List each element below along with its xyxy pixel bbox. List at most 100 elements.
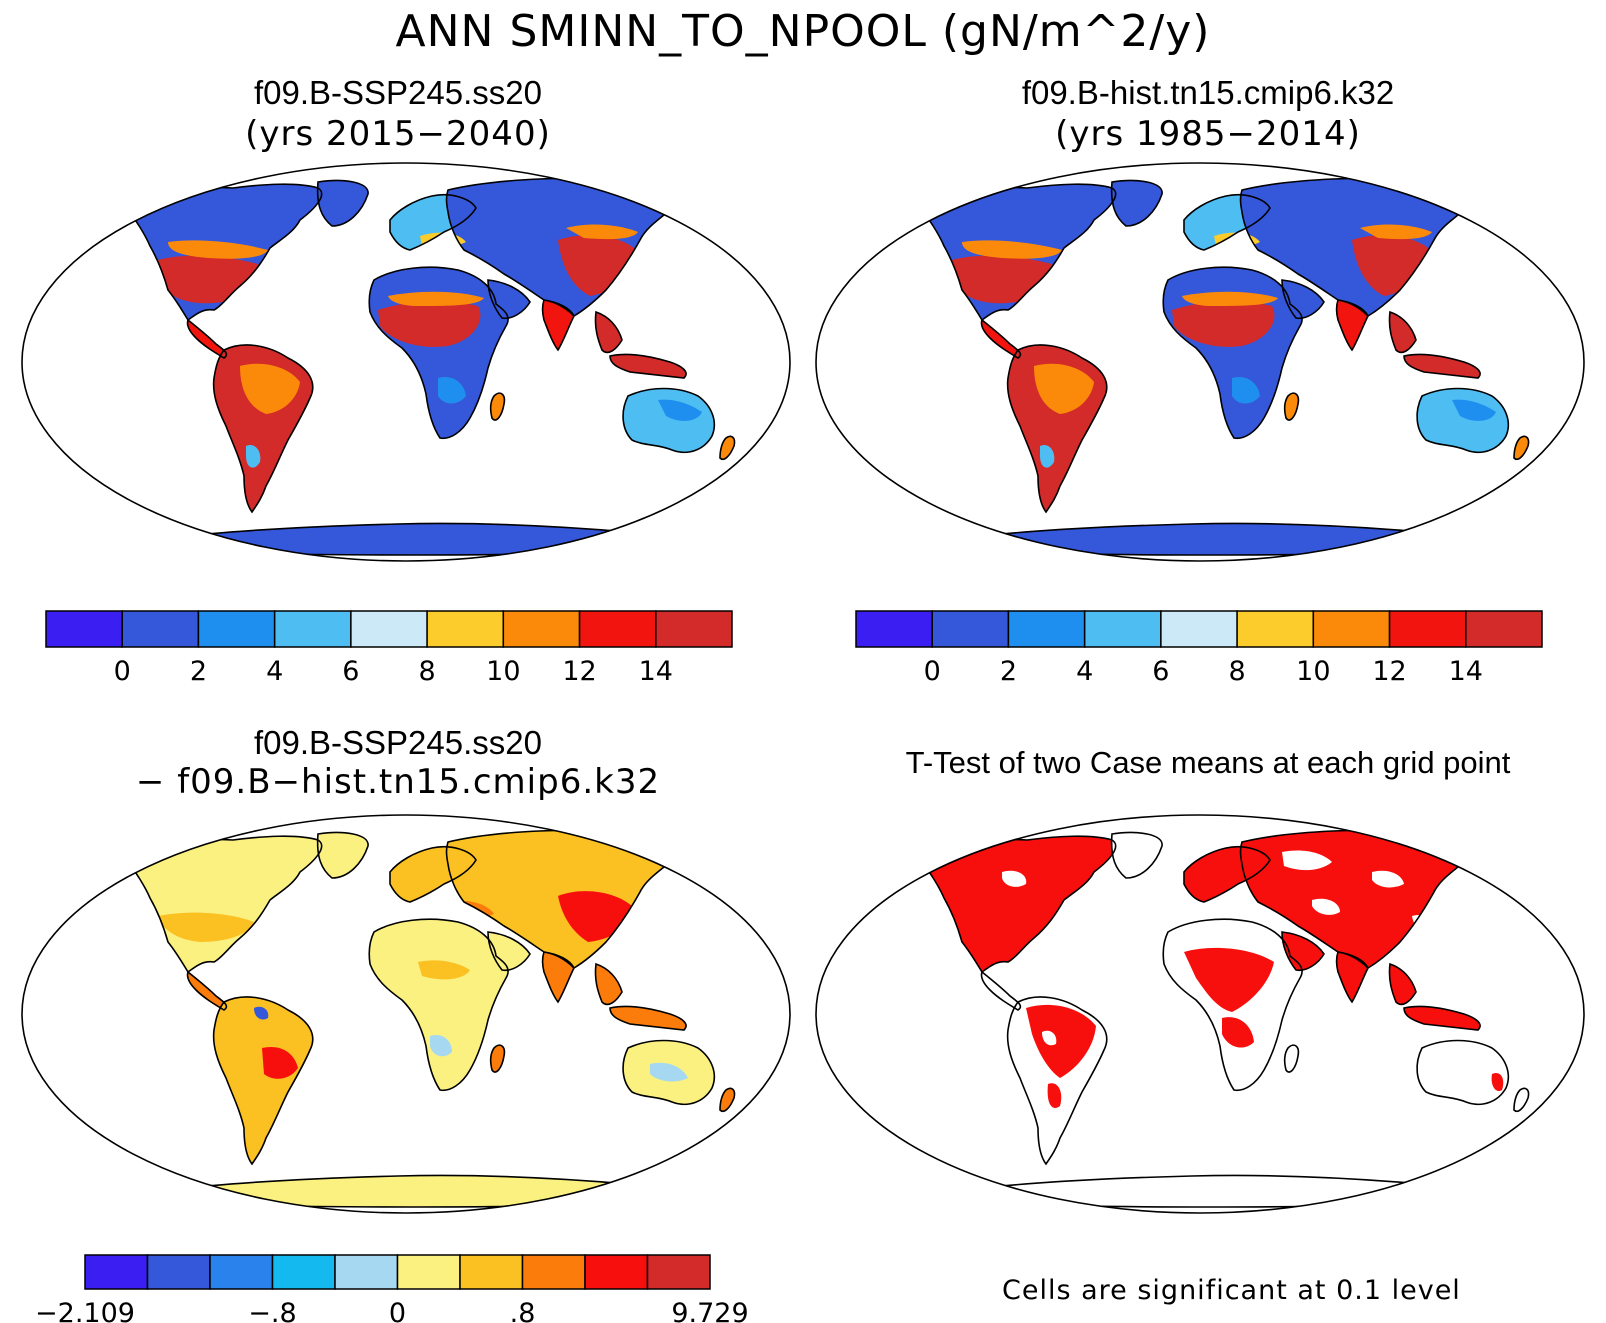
value-region bbox=[1047, 1083, 1062, 1108]
coastline bbox=[980, 970, 1022, 1011]
coastline bbox=[1183, 845, 1271, 903]
coastline bbox=[487, 279, 531, 320]
coastline bbox=[1403, 1005, 1481, 1031]
panel-case-title: f09.B-SSP245.ss20 bbox=[253, 74, 542, 111]
coastline bbox=[622, 387, 716, 454]
value-region bbox=[1040, 444, 1055, 468]
landmass-camerica bbox=[981, 972, 1021, 1010]
map-hist bbox=[815, 162, 1585, 562]
colorbar-swatch bbox=[1312, 610, 1391, 648]
colorbar-tick-label: 4 bbox=[1076, 656, 1093, 687]
colorbar-tick-label: 0 bbox=[924, 656, 941, 687]
colorbar-swatch bbox=[855, 610, 933, 648]
colorbar-tick-label: 2 bbox=[190, 656, 207, 687]
value-region bbox=[1184, 947, 1274, 1012]
colorbar-swatch bbox=[646, 1254, 711, 1290]
coastline bbox=[487, 931, 531, 972]
colorbar-swatch bbox=[121, 610, 200, 648]
map-ssp245 bbox=[21, 162, 791, 562]
value-region bbox=[1042, 1030, 1057, 1046]
coastline bbox=[1281, 931, 1325, 972]
value-region bbox=[658, 399, 702, 421]
landmass-arabia bbox=[1282, 932, 1324, 971]
landmass-camerica bbox=[981, 320, 1021, 358]
landmass-antarctica bbox=[961, 523, 1427, 555]
colorbar-difference: −2.109 −.8 0 .8 9.729 bbox=[35, 1254, 749, 1323]
colorbar-absolute-2: 0 2 4 6 8 10 12 14 bbox=[855, 610, 1543, 687]
landmass-australia bbox=[1417, 1040, 1509, 1105]
colorbar-swatch bbox=[1160, 610, 1238, 648]
coastline bbox=[609, 353, 687, 379]
coastline bbox=[316, 179, 369, 227]
value-region bbox=[254, 1006, 269, 1020]
colorbar-tick-label: 9.729 bbox=[671, 1298, 748, 1323]
landmass-arabia bbox=[488, 280, 530, 319]
coastline bbox=[1335, 299, 1369, 352]
value-region bbox=[1282, 850, 1332, 871]
landmass-india bbox=[542, 952, 574, 1002]
panel-case-title: f09.B-SSP245.ss20 bbox=[253, 724, 542, 761]
value-region bbox=[1491, 1072, 1504, 1092]
coastline bbox=[1006, 996, 1108, 1166]
colorbar-swatch bbox=[655, 610, 733, 648]
value-region bbox=[982, 950, 995, 964]
colorbar-tick-label: 6 bbox=[1152, 656, 1169, 687]
landmass-antarctica bbox=[167, 1175, 633, 1207]
landmass-seasia bbox=[595, 964, 622, 1005]
coastline bbox=[1006, 344, 1108, 514]
value-region bbox=[1360, 224, 1432, 240]
map-border bbox=[21, 814, 791, 1214]
value-region bbox=[262, 1046, 298, 1079]
colorbar-tick-label: 14 bbox=[639, 656, 673, 687]
landmass-antarctica bbox=[961, 1175, 1427, 1207]
map-border bbox=[815, 162, 1585, 562]
coastline bbox=[186, 970, 228, 1011]
colorbar-tick-label: 8 bbox=[1229, 656, 1246, 687]
coastline bbox=[719, 1087, 736, 1113]
colorbar-tick-label: 4 bbox=[266, 656, 283, 687]
landmass-india bbox=[542, 300, 574, 350]
coastline bbox=[121, 183, 323, 322]
panel-case-title: f09.B-hist.tn15.cmip6.k32 bbox=[1021, 74, 1395, 111]
value-region bbox=[1312, 898, 1340, 915]
landmass-arabia bbox=[488, 932, 530, 971]
colorbar-swatch bbox=[209, 1254, 274, 1290]
coastline bbox=[1335, 951, 1369, 1004]
colorbar-absolute-1: 0 2 4 6 8 10 12 14 bbox=[45, 610, 733, 687]
coastline bbox=[389, 193, 477, 251]
coastline bbox=[1513, 435, 1530, 461]
colorbar-swatch bbox=[1388, 610, 1467, 648]
coastline bbox=[915, 183, 1117, 322]
landmass-antarctica bbox=[167, 523, 633, 555]
colorbar-tick-label: .8 bbox=[510, 1298, 536, 1323]
colorbar-tick-label: 10 bbox=[1296, 656, 1330, 687]
value-region bbox=[168, 240, 268, 259]
colorbar-swatch bbox=[197, 610, 276, 648]
coastline bbox=[1403, 353, 1481, 379]
colorbar-swatch bbox=[578, 610, 657, 648]
colorbar-tick-label: 8 bbox=[419, 656, 436, 687]
colorbar-swatch bbox=[45, 610, 123, 648]
colorbar-swatch bbox=[1007, 610, 1086, 648]
landmass-arabia bbox=[1282, 280, 1324, 319]
value-region bbox=[1452, 399, 1496, 421]
coastline bbox=[594, 962, 623, 1006]
value-region bbox=[650, 1062, 688, 1082]
colorbar-swatch bbox=[426, 610, 505, 648]
value-region bbox=[962, 240, 1062, 259]
landmass-camerica bbox=[187, 320, 227, 358]
value-region bbox=[566, 224, 638, 240]
landmass-india bbox=[1336, 300, 1368, 350]
coastline bbox=[719, 435, 736, 461]
colorbar-swatch bbox=[334, 1254, 399, 1290]
colorbar-tick-label: 2 bbox=[1000, 656, 1017, 687]
colorbar-swatch bbox=[931, 610, 1010, 648]
coastline bbox=[1110, 179, 1163, 227]
value-region bbox=[388, 291, 484, 306]
colorbar-swatch bbox=[1465, 610, 1543, 648]
landmass-samerica bbox=[213, 996, 313, 1164]
value-region bbox=[158, 912, 254, 942]
landmass-australia bbox=[623, 388, 715, 453]
value-region bbox=[1232, 376, 1260, 404]
landmass-india bbox=[1336, 952, 1368, 1002]
